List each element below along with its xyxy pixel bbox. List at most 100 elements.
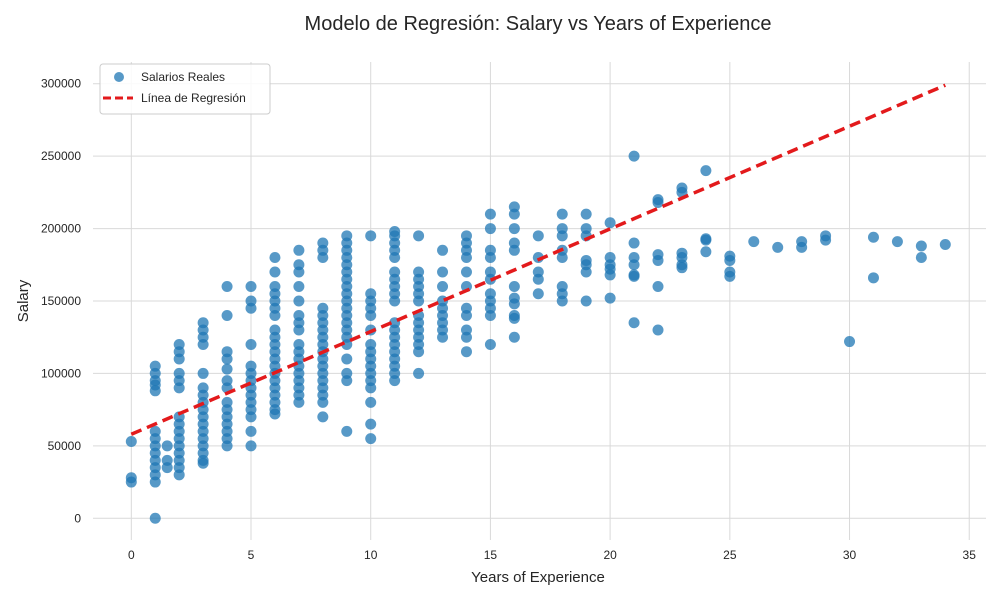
data-point	[532, 288, 544, 300]
data-point	[628, 317, 640, 329]
data-point	[532, 266, 544, 278]
data-point	[652, 281, 664, 293]
data-point	[460, 302, 472, 314]
data-point	[891, 236, 903, 248]
data-point	[389, 266, 401, 278]
data-point	[652, 194, 664, 206]
data-point	[508, 309, 520, 321]
x-tick-label: 15	[484, 548, 498, 562]
data-point	[460, 230, 472, 242]
data-point	[125, 436, 137, 448]
data-point	[580, 295, 592, 307]
data-point	[915, 240, 927, 252]
y-tick-label: 50000	[48, 439, 82, 453]
data-point	[221, 281, 233, 293]
data-point	[245, 338, 257, 350]
data-point	[604, 292, 616, 304]
data-point	[149, 425, 161, 437]
data-point	[341, 367, 353, 379]
y-tick-label: 300000	[41, 77, 81, 91]
data-point	[820, 230, 832, 242]
x-tick-label: 20	[603, 548, 617, 562]
data-point	[628, 269, 640, 281]
data-point	[939, 239, 951, 251]
data-point	[245, 281, 257, 293]
x-tick-label: 35	[963, 548, 977, 562]
data-point	[484, 288, 496, 300]
data-point	[365, 288, 377, 300]
data-point	[221, 309, 233, 321]
data-point	[413, 367, 425, 379]
data-point	[149, 512, 161, 524]
data-point	[293, 295, 305, 307]
data-point	[484, 223, 496, 235]
data-point	[676, 247, 688, 259]
y-tick-label: 250000	[41, 149, 81, 163]
data-point	[317, 302, 329, 314]
data-point	[437, 281, 449, 293]
data-point	[341, 230, 353, 242]
data-point	[508, 281, 520, 293]
data-point	[293, 338, 305, 350]
data-point	[161, 440, 173, 452]
data-point	[245, 425, 257, 437]
legend-label-regresion: Línea de Regresión	[141, 91, 246, 105]
data-point	[341, 425, 353, 437]
data-point	[365, 230, 377, 242]
y-tick-labels: 0 50000 100000 150000 200000 250000 300000	[41, 77, 81, 526]
data-point	[149, 360, 161, 372]
data-point	[245, 440, 257, 452]
y-tick-label: 100000	[41, 366, 81, 380]
legend-box	[99, 63, 271, 115]
data-point	[293, 244, 305, 256]
data-point	[748, 236, 760, 248]
data-point	[460, 266, 472, 278]
data-point	[580, 254, 592, 266]
data-point	[508, 237, 520, 249]
data-point	[173, 338, 185, 350]
data-point	[700, 165, 712, 177]
data-point	[365, 338, 377, 350]
data-point	[628, 237, 640, 249]
data-point	[221, 346, 233, 358]
data-point	[532, 230, 544, 242]
data-point	[556, 281, 568, 293]
data-point	[437, 266, 449, 278]
data-point	[221, 363, 233, 375]
data-point	[245, 360, 257, 372]
data-point	[604, 217, 616, 229]
data-point	[317, 411, 329, 423]
data-point	[173, 367, 185, 379]
data-point	[269, 266, 281, 278]
data-point	[652, 249, 664, 261]
y-tick-label: 200000	[41, 222, 81, 236]
x-tick-label: 0	[128, 548, 135, 562]
data-point	[197, 382, 209, 394]
data-point	[437, 244, 449, 256]
y-tick-label: 150000	[41, 294, 81, 308]
data-point	[293, 309, 305, 321]
data-point	[460, 346, 472, 358]
x-axis-label: Years of Experience	[471, 569, 605, 586]
data-point	[245, 295, 257, 307]
regression-line	[130, 83, 946, 436]
data-point	[700, 233, 712, 245]
data-point	[460, 324, 472, 336]
data-point	[197, 367, 209, 379]
data-point	[772, 241, 784, 253]
data-point	[628, 150, 640, 162]
x-tick-labels: 0 5 10 15 20 25 30 35	[128, 548, 976, 562]
data-point	[269, 324, 281, 336]
chart-title: Modelo de Regresión: Salary vs Years of …	[305, 13, 772, 35]
data-point	[867, 272, 879, 284]
data-point	[556, 208, 568, 220]
legend-marker-salarios	[114, 72, 124, 82]
data-point	[580, 223, 592, 235]
data-point	[508, 331, 520, 343]
data-point	[796, 236, 808, 248]
data-point	[221, 396, 233, 408]
data-point	[556, 223, 568, 235]
data-point	[197, 317, 209, 329]
